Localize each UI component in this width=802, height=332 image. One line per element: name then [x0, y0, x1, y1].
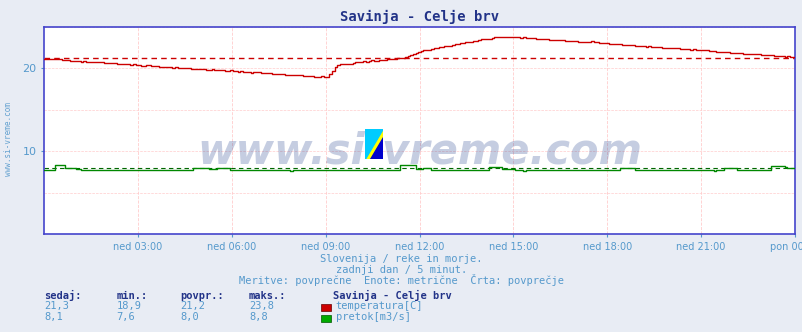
- Text: maks.:: maks.:: [249, 291, 286, 301]
- Text: 21,3: 21,3: [44, 301, 69, 311]
- Text: 23,8: 23,8: [249, 301, 273, 311]
- Text: 8,1: 8,1: [44, 312, 63, 322]
- Text: zadnji dan / 5 minut.: zadnji dan / 5 minut.: [335, 265, 467, 275]
- Text: 18,9: 18,9: [116, 301, 141, 311]
- Polygon shape: [365, 129, 383, 159]
- Text: pretok[m3/s]: pretok[m3/s]: [335, 312, 410, 322]
- Title: Savinja - Celje brv: Savinja - Celje brv: [339, 10, 499, 24]
- Text: min.:: min.:: [116, 291, 148, 301]
- Text: temperatura[C]: temperatura[C]: [335, 301, 423, 311]
- Text: povpr.:: povpr.:: [180, 291, 224, 301]
- Text: 8,8: 8,8: [249, 312, 267, 322]
- Text: www.si-vreme.com: www.si-vreme.com: [196, 130, 642, 172]
- Text: Slovenija / reke in morje.: Slovenija / reke in morje.: [320, 254, 482, 264]
- Polygon shape: [365, 129, 383, 159]
- Polygon shape: [369, 137, 383, 159]
- Text: www.si-vreme.com: www.si-vreme.com: [3, 103, 13, 176]
- Text: Savinja - Celje brv: Savinja - Celje brv: [333, 290, 452, 301]
- Text: sedaj:: sedaj:: [44, 290, 82, 301]
- Text: Meritve: povprečne  Enote: metrične  Črta: povprečje: Meritve: povprečne Enote: metrične Črta:…: [239, 274, 563, 286]
- Text: 7,6: 7,6: [116, 312, 135, 322]
- Text: 21,2: 21,2: [180, 301, 205, 311]
- Text: 8,0: 8,0: [180, 312, 199, 322]
